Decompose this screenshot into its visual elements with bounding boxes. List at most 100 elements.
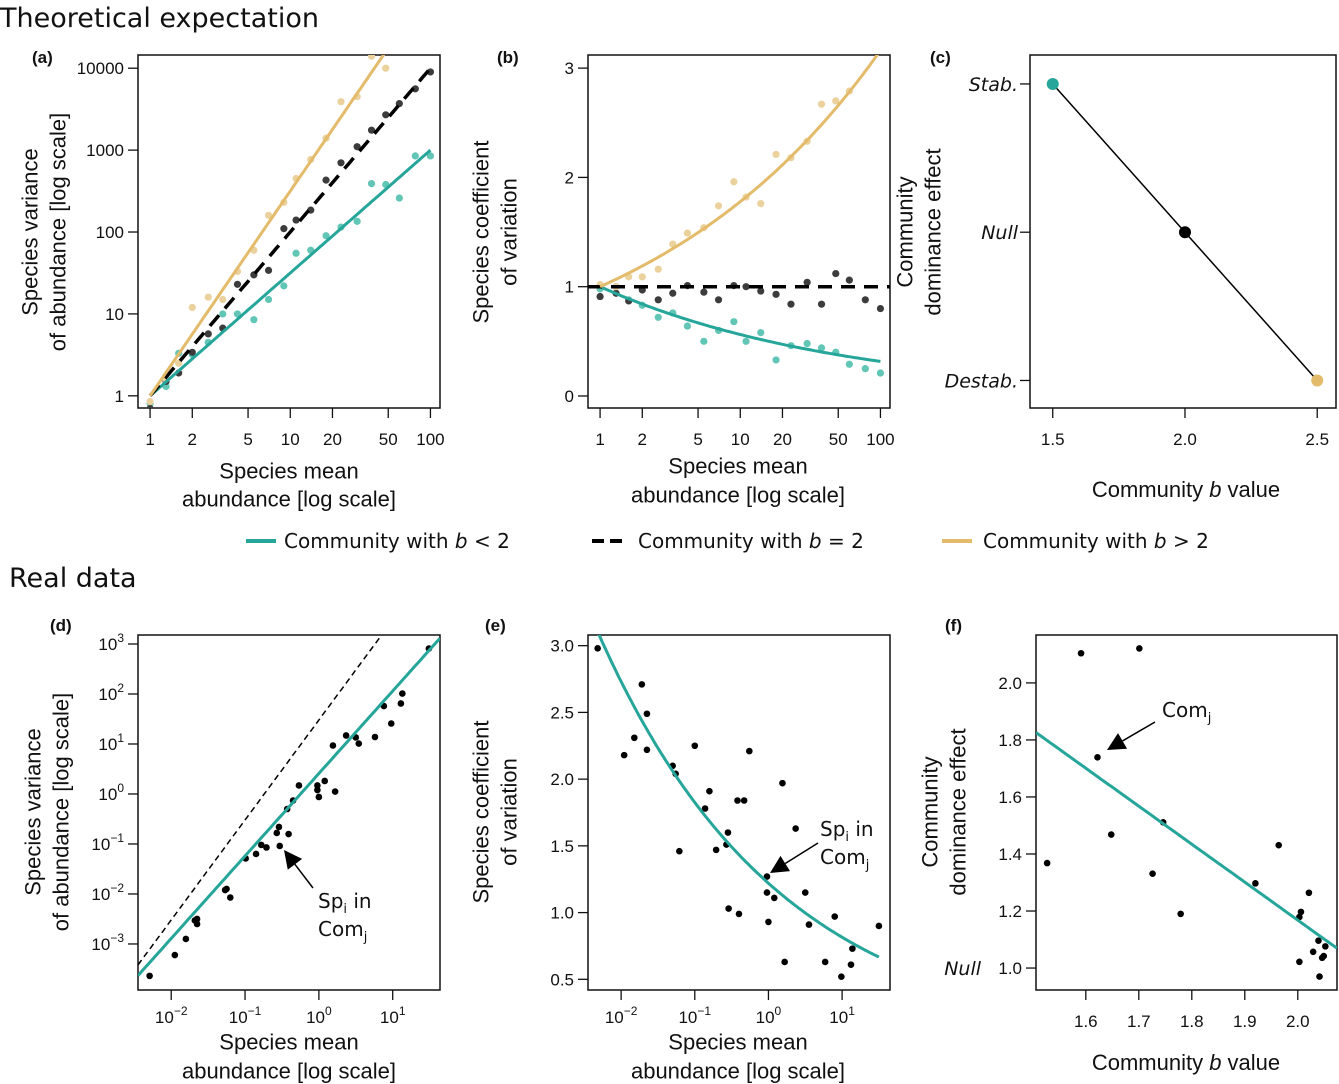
data-point [322, 232, 330, 240]
x-tick-label: 1.7 [1127, 1012, 1151, 1031]
y-tick-label: 1000 [86, 141, 124, 160]
y-axis-label: Community [918, 756, 943, 867]
text-part: value [1221, 477, 1280, 502]
data-point [315, 793, 323, 801]
tick-label-base: 10 [98, 785, 117, 804]
data-point [714, 296, 723, 304]
data-point [387, 720, 395, 727]
title-theoretical: Theoretical expectation [0, 3, 319, 34]
data-point [706, 787, 713, 795]
text-part: Community [1092, 477, 1209, 502]
y-axis-label: Species variance [18, 148, 43, 316]
data-point [700, 288, 708, 296]
x-tick-label: 1.9 [1233, 1012, 1257, 1031]
y-axis-label: dominance effect [946, 728, 971, 895]
legend-label: Community with b > 2 [983, 529, 1209, 553]
data-point [847, 961, 855, 968]
y-tick-label: 2.0 [550, 770, 574, 789]
data-point [188, 303, 196, 312]
plot-frame [1035, 634, 1338, 991]
title-real-data: Real data [9, 563, 137, 594]
x-axis-label: Community b value [1092, 1050, 1280, 1075]
data-point [171, 951, 179, 959]
x-axis-label: Species mean [668, 1030, 807, 1055]
data-point [263, 844, 270, 851]
data-point [1178, 226, 1191, 239]
data-point [219, 295, 227, 304]
tick-label-base: 10 [756, 1008, 775, 1027]
data-point [204, 330, 212, 338]
tick-label-exponent: −1 [110, 831, 124, 845]
x-tick-label: 50 [829, 430, 848, 449]
tick-label-base: 10 [829, 1008, 848, 1027]
data-point [1046, 77, 1059, 90]
data-point [175, 359, 183, 367]
legend-label: Community with b = 2 [638, 529, 864, 553]
y-axis-label: Species coefficient [469, 140, 494, 323]
arrow-head-icon [770, 855, 791, 873]
data-point [226, 894, 234, 901]
tick-label-base: 10 [605, 1008, 624, 1027]
panel-letter: (b) [497, 48, 519, 67]
data-point [594, 645, 601, 652]
x-tick-label: 2 [638, 430, 647, 449]
data-point [763, 873, 771, 880]
y-tick-label: 1.6 [998, 788, 1022, 807]
x-axis-label: abundance [log scale] [631, 1059, 845, 1084]
data-point [426, 152, 435, 160]
data-point [691, 742, 699, 750]
y-tick-label: 10−2 [91, 881, 124, 904]
data-point [1094, 754, 1101, 761]
data-point [182, 935, 190, 943]
data-point [620, 751, 628, 759]
y-axis-label: of abundance [log scale] [49, 693, 74, 932]
annotation-text: Spi in [318, 889, 372, 917]
annotation-text: Comj [318, 917, 367, 945]
y-axis-label: of variation [497, 758, 522, 866]
tick-label-exponent: −1 [248, 1004, 262, 1018]
tick-label-base: 10 [98, 685, 117, 704]
data-point [654, 296, 662, 304]
data-point [712, 846, 720, 854]
y-tick-label: 100 [96, 223, 124, 242]
tick-label-base: 10 [380, 1008, 399, 1027]
data-point [337, 159, 345, 167]
text-part: Sp [820, 817, 845, 841]
arrow-head-icon [1107, 733, 1128, 750]
tick-label-base: 10 [91, 835, 110, 854]
x-tick-label: 10−1 [229, 1004, 262, 1027]
tick-label-base: 10 [98, 735, 117, 754]
x-tick-label: 101 [380, 1004, 406, 1027]
x-axis-label: Species mean [219, 1030, 358, 1055]
data-point [757, 200, 765, 208]
data-point [683, 322, 692, 330]
tick-label-base: 10 [678, 1008, 697, 1027]
data-point [1315, 937, 1322, 944]
data-point [787, 300, 795, 308]
data-point [314, 782, 321, 789]
tick-label-base: 10 [306, 1008, 325, 1027]
x-tick-label: 1.8 [1180, 1012, 1204, 1031]
tick-label-exponent: −2 [110, 881, 124, 895]
data-point [757, 287, 765, 295]
text-part: > 2 [1167, 529, 1209, 553]
arrow-shaft [294, 863, 314, 889]
subscript: i [845, 830, 849, 845]
x-tick-label: 1 [145, 430, 154, 449]
x-axis-label: abundance [log scale] [631, 483, 845, 508]
arrow-shaft [784, 842, 819, 865]
data-point [1136, 645, 1143, 652]
text-part: Community with [284, 529, 455, 553]
data-point [188, 348, 196, 356]
legend-item: Community with b < 2 [246, 529, 510, 553]
x-tick-label: 5 [243, 430, 252, 449]
data-point [832, 97, 840, 105]
data-point [382, 111, 390, 119]
x-axis-label: Species mean [668, 454, 807, 479]
y-tick-label: 3 [565, 59, 574, 78]
data-point [321, 777, 329, 785]
data-point [292, 249, 300, 257]
data-point [779, 779, 786, 787]
y-tick-label: 0 [565, 387, 574, 406]
data-point [367, 180, 376, 188]
